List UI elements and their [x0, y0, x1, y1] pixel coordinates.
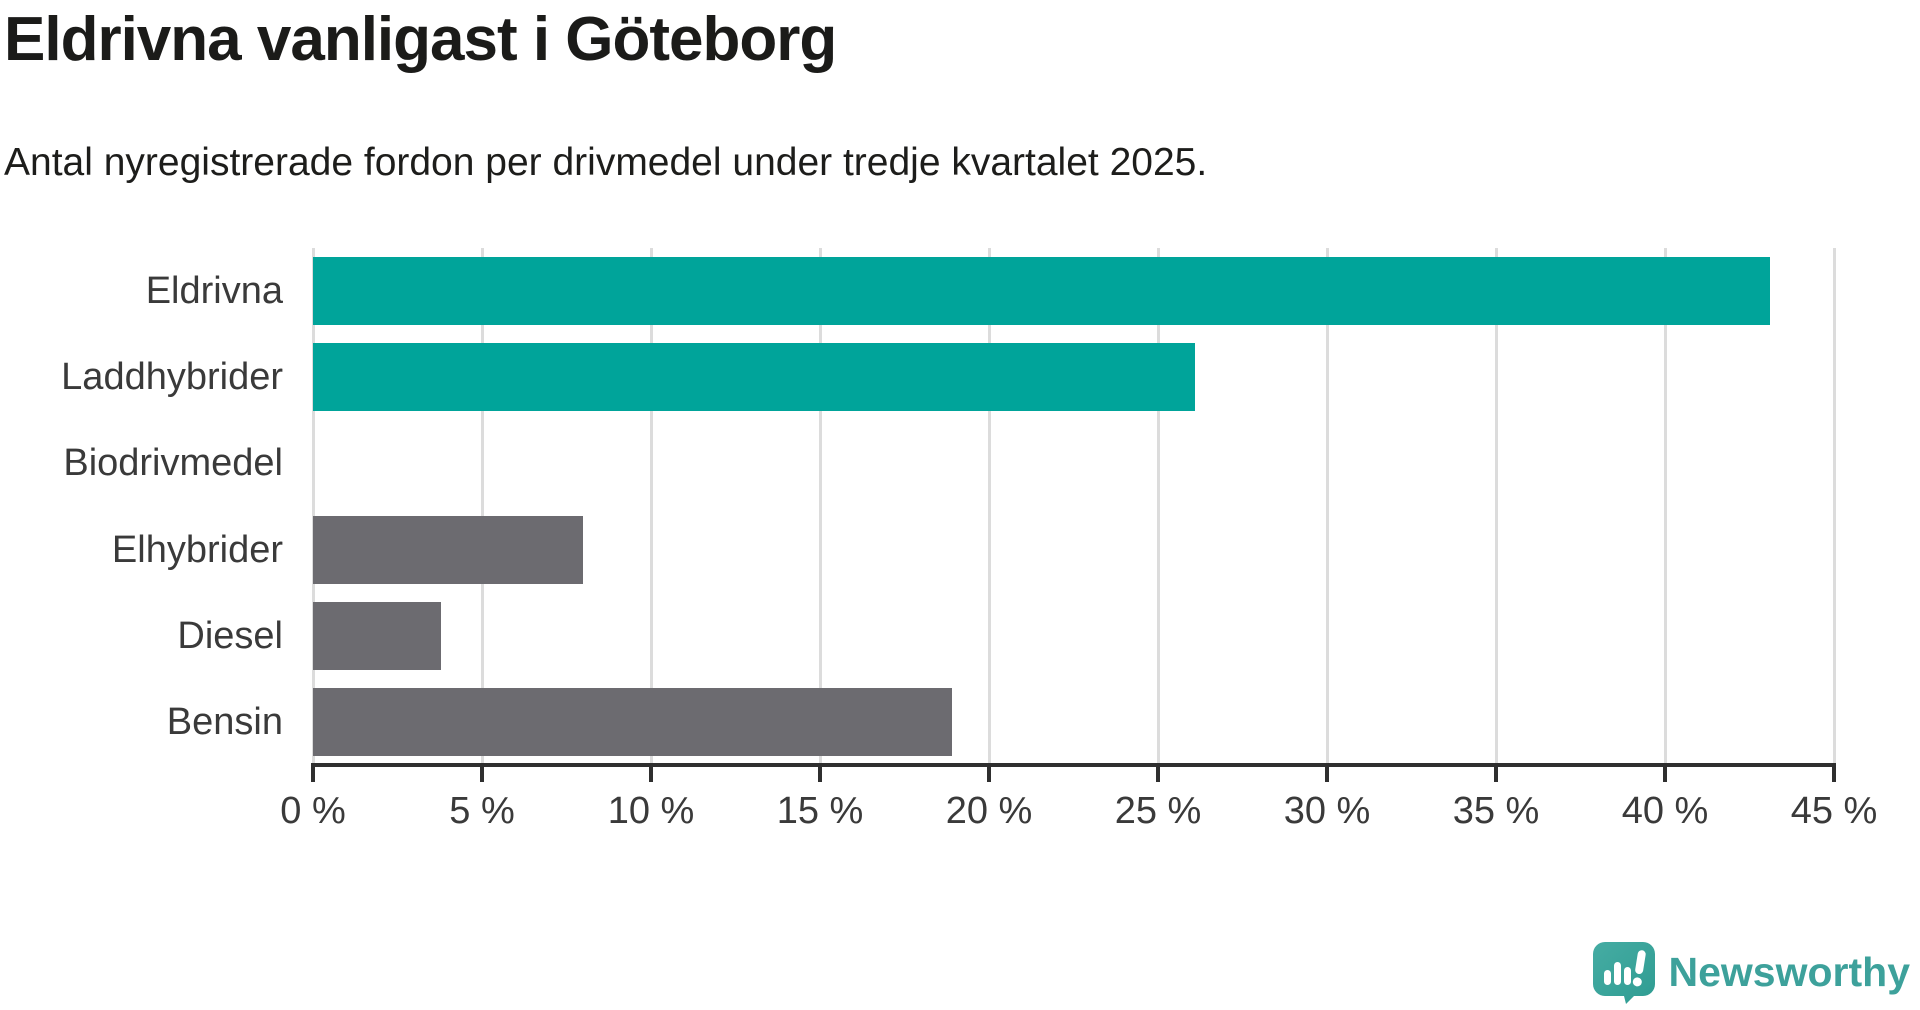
- x-tick-label: 30 %: [1283, 790, 1371, 832]
- x-tick-label: 45 %: [1790, 790, 1878, 832]
- gridline: [818, 248, 822, 765]
- newsworthy-logo-icon: [1592, 942, 1655, 1004]
- bar-laddhybrider: [313, 343, 1196, 412]
- x-axis-tick: [1156, 765, 1160, 782]
- x-axis-tick: [480, 765, 484, 782]
- x-axis-tick: [987, 765, 991, 782]
- gridline: [1156, 248, 1160, 765]
- chart-subtitle: Antal nyregistrerade fordon per drivmede…: [4, 141, 1208, 184]
- x-tick-label: 0 %: [280, 790, 346, 832]
- x-axis-tick: [1494, 765, 1498, 782]
- gridline: [311, 248, 315, 765]
- x-tick-label: 10 %: [607, 790, 695, 832]
- x-tick-label: 20 %: [945, 790, 1033, 832]
- gridline: [1663, 248, 1667, 765]
- gridline: [987, 248, 991, 765]
- gridline: [1325, 248, 1329, 765]
- x-tick-label: 40 %: [1621, 790, 1709, 832]
- category-label: Bensin: [166, 700, 283, 743]
- gridline: [1494, 248, 1498, 765]
- x-axis-line: [311, 763, 1836, 767]
- bar-eldrivna: [313, 257, 1770, 326]
- x-axis-tick: [1663, 765, 1667, 782]
- x-axis-tick: [649, 765, 653, 782]
- x-axis-tick: [1325, 765, 1329, 782]
- bar-elhybrider: [313, 515, 584, 584]
- x-tick-label: 25 %: [1114, 790, 1202, 832]
- newsworthy-wordmark: Newsworthy: [1668, 948, 1911, 995]
- category-label: Eldrivna: [145, 270, 283, 312]
- category-label: Biodrivmedel: [63, 442, 283, 485]
- gridline: [480, 248, 484, 765]
- x-axis-tick: [1832, 765, 1836, 782]
- bar-diesel: [313, 601, 442, 670]
- category-label: Laddhybrider: [61, 356, 283, 399]
- x-tick-label: 15 %: [776, 790, 864, 832]
- x-axis-tick: [311, 765, 315, 782]
- newsworthy-brand: Newsworthy: [1591, 940, 1911, 1004]
- x-tick-label: 35 %: [1452, 790, 1540, 832]
- category-label: Diesel: [177, 614, 283, 657]
- gridline: [1832, 248, 1836, 765]
- gridline: [649, 248, 653, 765]
- bar-bensin: [313, 687, 952, 756]
- x-axis-tick: [818, 765, 822, 782]
- category-label: Elhybrider: [111, 528, 283, 571]
- x-tick-label: 5 %: [449, 790, 515, 832]
- page-title: Eldrivna vanligast i Göteborg: [4, 5, 837, 74]
